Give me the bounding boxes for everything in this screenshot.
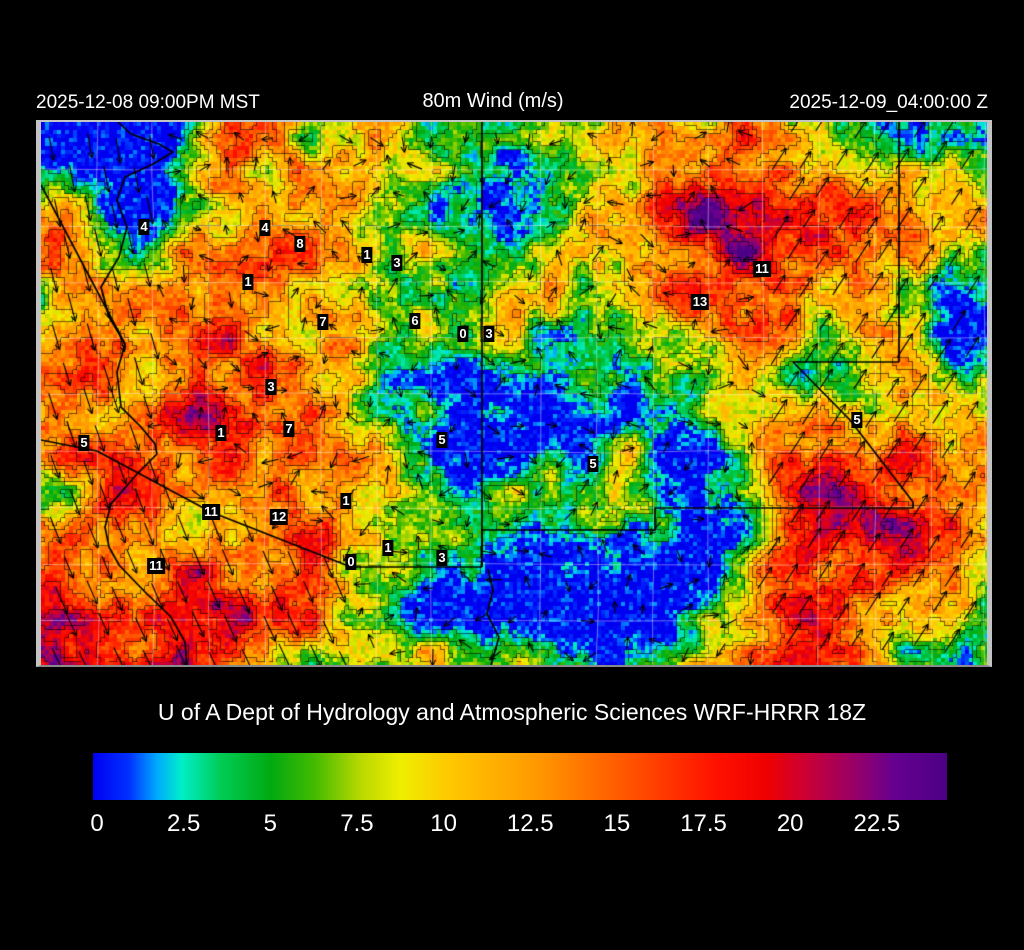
contour-label: 11 — [147, 558, 165, 574]
colorbar-tick-labels: 0 2.5 5 7.5 10 12.5 15 17.5 20 22.5 — [0, 810, 1024, 842]
contour-label: 6 — [409, 313, 421, 329]
contour-label: 4 — [138, 219, 150, 235]
colorbar-tick: 5 — [263, 810, 277, 837]
colorbar-tick: 2.5 — [166, 810, 201, 837]
contour-label: 1 — [242, 274, 254, 290]
credit-line: U of A Dept of Hydrology and Atmospheric… — [157, 699, 867, 725]
valid-time-utc: 2025-12-09_04:00:00 Z — [789, 92, 988, 113]
contour-label: 5 — [436, 432, 448, 448]
wind-map: 4 4 8 1 1 3 7 6 0 3 11 13 3 1 7 5 5 5 5 11 12 1 11 0 1 3 — [36, 120, 992, 667]
contour-label: 3 — [391, 255, 403, 271]
contour-label: 3 — [436, 550, 448, 566]
contour-label: 1 — [382, 540, 394, 556]
contour-label: 3 — [265, 379, 277, 395]
contour-label: 11 — [753, 261, 771, 277]
plot-title: 80m Wind (m/s) — [422, 90, 564, 112]
contour-label: 7 — [317, 314, 329, 330]
colorbar-tick: 20 — [776, 810, 804, 837]
contour-label: 8 — [294, 236, 306, 252]
colorbar-tick: 12.5 — [506, 810, 554, 837]
contour-label: 12 — [269, 509, 289, 525]
contour-label: 13 — [690, 294, 710, 310]
contour-label: 5 — [587, 456, 599, 472]
colorbar-tick: 22.5 — [853, 810, 901, 837]
contour-label-layer: 4 4 8 1 1 3 7 6 0 3 11 13 3 1 7 5 5 5 5 11 12 1 11 0 1 3 — [41, 122, 987, 665]
colorbar — [93, 753, 947, 800]
contour-label: 7 — [283, 421, 295, 437]
contour-label: 11 — [202, 504, 220, 520]
contour-label: 5 — [851, 412, 863, 428]
colorbar-tick: 10 — [430, 810, 457, 837]
contour-label: 5 — [78, 435, 90, 451]
colorbar-tick: 15 — [603, 810, 631, 837]
contour-label: 0 — [345, 554, 357, 570]
colorbar-tick: 17.5 — [680, 810, 727, 837]
wind-field-canvas — [41, 122, 987, 665]
contour-label: 3 — [483, 326, 495, 342]
valid-time-local: 2025-12-08 09:00PM MST — [36, 92, 260, 113]
contour-label: 1 — [340, 493, 352, 509]
colorbar-tick: 7.5 — [340, 810, 374, 837]
contour-label: 1 — [215, 425, 227, 441]
contour-label: 1 — [361, 247, 373, 263]
contour-label: 0 — [457, 326, 469, 342]
colorbar-tick: 0 — [90, 810, 104, 837]
contour-label: 4 — [259, 220, 271, 236]
